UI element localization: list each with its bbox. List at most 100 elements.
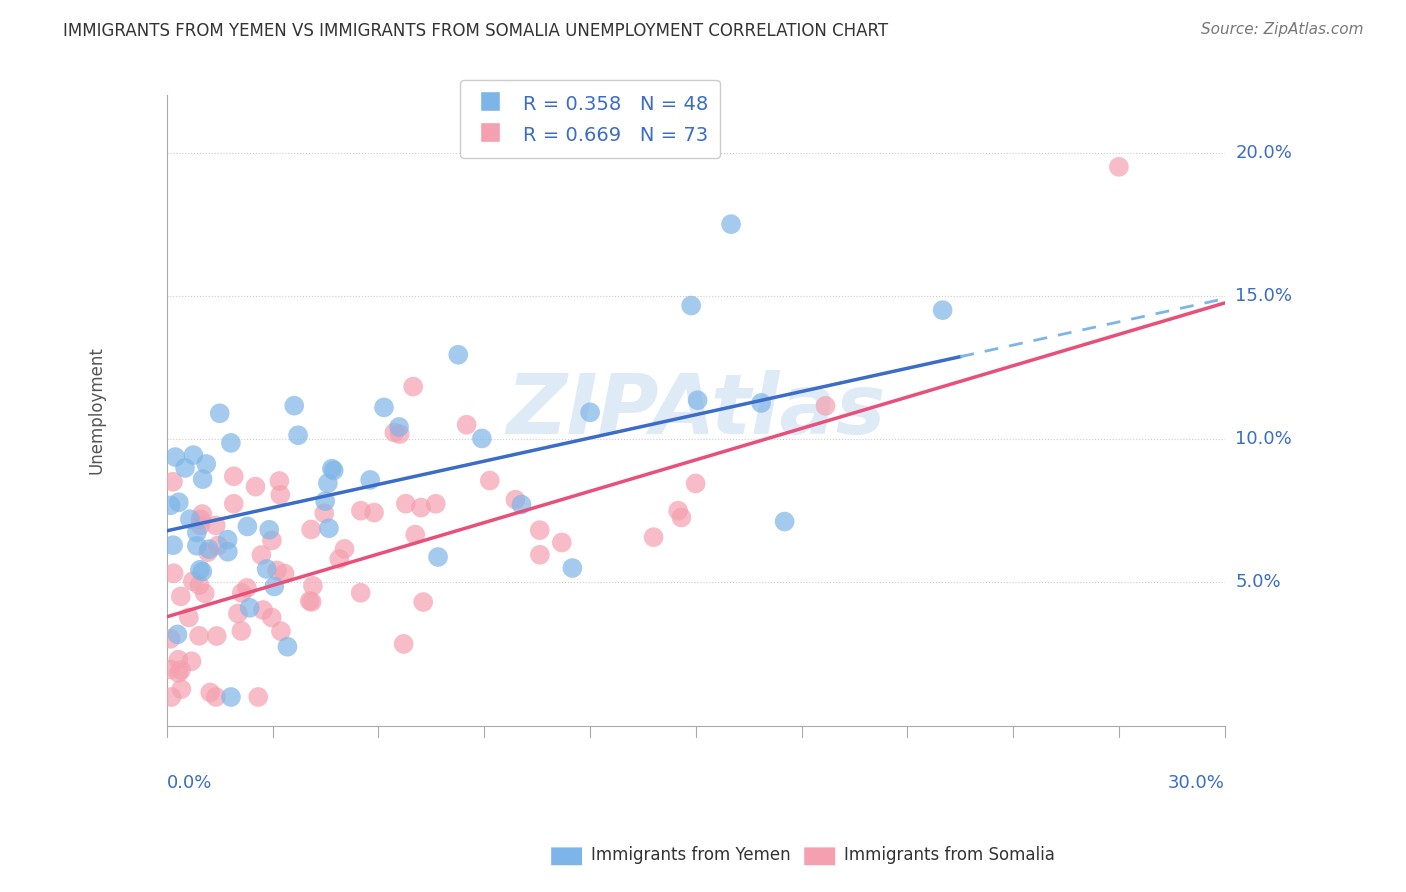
Point bbox=[191, 565, 214, 579]
Point bbox=[316, 476, 339, 491]
Point bbox=[167, 495, 190, 509]
Point bbox=[269, 474, 291, 488]
Point bbox=[318, 521, 340, 535]
Point bbox=[236, 519, 259, 533]
Point bbox=[266, 564, 288, 578]
Text: 5.0%: 5.0% bbox=[1236, 574, 1281, 591]
Point bbox=[273, 566, 295, 581]
Point bbox=[384, 425, 406, 440]
Point bbox=[231, 624, 253, 638]
Point bbox=[260, 533, 283, 548]
Point bbox=[195, 457, 218, 471]
Point bbox=[395, 497, 418, 511]
Point bbox=[245, 480, 267, 494]
Point bbox=[186, 525, 208, 540]
Point bbox=[186, 539, 208, 553]
Point bbox=[207, 538, 229, 552]
Point bbox=[159, 499, 181, 513]
Point bbox=[180, 654, 202, 668]
Point bbox=[350, 504, 373, 518]
Point bbox=[256, 562, 278, 576]
Point bbox=[402, 379, 425, 393]
Point bbox=[191, 472, 214, 486]
Point bbox=[239, 600, 262, 615]
Text: IMMIGRANTS FROM YEMEN VS IMMIGRANTS FROM SOMALIA UNEMPLOYMENT CORRELATION CHART: IMMIGRANTS FROM YEMEN VS IMMIGRANTS FROM… bbox=[63, 22, 889, 40]
Point bbox=[505, 492, 527, 507]
Point bbox=[322, 463, 344, 477]
Point bbox=[165, 450, 187, 464]
Point bbox=[190, 512, 212, 526]
Point bbox=[204, 518, 226, 533]
Point bbox=[276, 640, 298, 654]
Point bbox=[208, 406, 231, 420]
Point bbox=[720, 217, 742, 231]
Point bbox=[373, 401, 395, 415]
Point bbox=[299, 523, 322, 537]
Point bbox=[205, 629, 228, 643]
Point bbox=[162, 475, 184, 489]
Text: Unemployment: Unemployment bbox=[87, 346, 105, 475]
Legend: R = 0.358   N = 48, R = 0.669   N = 73: R = 0.358 N = 48, R = 0.669 N = 73 bbox=[461, 79, 720, 158]
Point bbox=[217, 545, 239, 559]
Point bbox=[170, 590, 193, 604]
Text: 15.0%: 15.0% bbox=[1236, 287, 1292, 305]
Point bbox=[177, 610, 200, 624]
Text: Immigrants from Yemen: Immigrants from Yemen bbox=[591, 846, 790, 863]
Point bbox=[205, 690, 228, 704]
Point bbox=[671, 510, 693, 524]
Point bbox=[510, 498, 533, 512]
Point bbox=[174, 461, 197, 475]
Point bbox=[250, 548, 273, 562]
Text: 0.0%: 0.0% bbox=[167, 774, 212, 792]
Point bbox=[226, 607, 249, 621]
Point bbox=[217, 533, 239, 547]
Point bbox=[170, 682, 193, 697]
Point bbox=[551, 535, 574, 549]
Point bbox=[252, 603, 274, 617]
Point bbox=[188, 563, 211, 577]
Point bbox=[425, 497, 447, 511]
Point bbox=[359, 473, 381, 487]
Point bbox=[222, 497, 245, 511]
Point bbox=[412, 595, 434, 609]
Point bbox=[561, 561, 583, 575]
Point bbox=[529, 523, 551, 537]
Point bbox=[219, 436, 242, 450]
Text: Immigrants from Somalia: Immigrants from Somalia bbox=[844, 846, 1054, 863]
Point bbox=[321, 461, 343, 475]
Point bbox=[160, 690, 183, 704]
FancyBboxPatch shape bbox=[551, 847, 582, 865]
Point bbox=[773, 515, 796, 529]
Point bbox=[190, 518, 212, 533]
Point bbox=[188, 578, 211, 592]
Point bbox=[183, 448, 205, 462]
FancyBboxPatch shape bbox=[804, 847, 835, 865]
Point bbox=[194, 586, 217, 600]
Point bbox=[404, 527, 426, 541]
Point bbox=[388, 427, 411, 442]
Point bbox=[167, 653, 190, 667]
Point bbox=[686, 393, 709, 408]
Point bbox=[166, 627, 188, 641]
Point bbox=[643, 530, 665, 544]
Point bbox=[198, 685, 221, 699]
Point bbox=[666, 504, 689, 518]
Point bbox=[478, 474, 501, 488]
Point bbox=[409, 500, 432, 515]
Point bbox=[579, 405, 602, 419]
Point bbox=[257, 523, 280, 537]
Text: ZIPAtlas: ZIPAtlas bbox=[506, 370, 886, 451]
Point bbox=[333, 541, 356, 556]
Point bbox=[162, 538, 184, 552]
Point bbox=[685, 476, 707, 491]
Point bbox=[159, 663, 181, 677]
Point bbox=[198, 542, 221, 557]
Point bbox=[181, 574, 204, 589]
Point bbox=[222, 469, 245, 483]
Point bbox=[219, 690, 242, 704]
Point bbox=[392, 637, 415, 651]
Point bbox=[447, 348, 470, 362]
Point bbox=[247, 690, 270, 704]
Text: 30.0%: 30.0% bbox=[1168, 774, 1225, 792]
Point bbox=[231, 586, 253, 600]
